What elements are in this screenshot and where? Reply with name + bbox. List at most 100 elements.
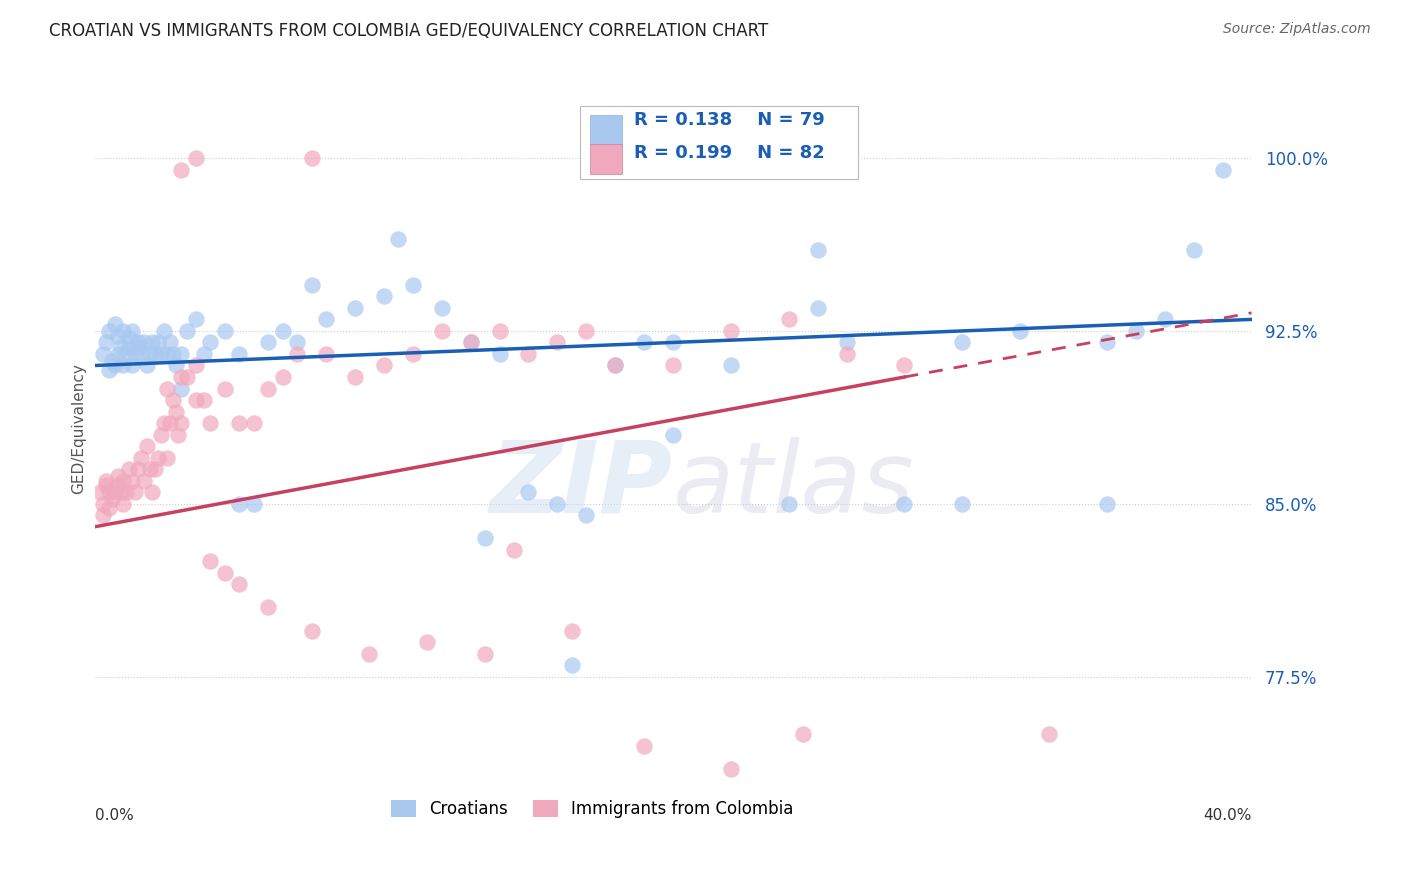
- Point: [132, 474, 155, 488]
- Point: [127, 462, 149, 476]
- Point: [271, 370, 294, 384]
- Point: [170, 370, 193, 384]
- Point: [228, 577, 250, 591]
- Point: [118, 331, 141, 345]
- Point: [156, 347, 179, 361]
- Point: [107, 469, 129, 483]
- Point: [257, 335, 280, 350]
- Point: [107, 478, 129, 492]
- Point: [315, 347, 337, 361]
- Point: [343, 301, 366, 315]
- Point: [112, 324, 135, 338]
- Point: [156, 382, 179, 396]
- Point: [121, 474, 143, 488]
- Point: [1212, 162, 1234, 177]
- Point: [121, 359, 143, 373]
- Point: [121, 324, 143, 338]
- Text: Source: ZipAtlas.com: Source: ZipAtlas.com: [1223, 22, 1371, 37]
- Point: [835, 347, 858, 361]
- Point: [98, 501, 121, 516]
- Point: [165, 404, 187, 418]
- Point: [104, 485, 127, 500]
- Text: 0.0%: 0.0%: [94, 808, 134, 823]
- Point: [546, 335, 568, 350]
- Point: [184, 359, 207, 373]
- Point: [778, 497, 800, 511]
- Point: [91, 508, 114, 523]
- Point: [561, 624, 583, 638]
- Point: [138, 462, 160, 476]
- Point: [98, 324, 121, 338]
- Point: [561, 658, 583, 673]
- Point: [402, 347, 425, 361]
- Legend: Croatians, Immigrants from Colombia: Croatians, Immigrants from Colombia: [384, 793, 800, 825]
- Point: [460, 335, 482, 350]
- Point: [200, 554, 222, 568]
- Point: [167, 427, 190, 442]
- Point: [1010, 324, 1032, 338]
- Point: [301, 151, 323, 165]
- Point: [807, 151, 830, 165]
- Text: CROATIAN VS IMMIGRANTS FROM COLOMBIA GED/EQUIVALENCY CORRELATION CHART: CROATIAN VS IMMIGRANTS FROM COLOMBIA GED…: [49, 22, 769, 40]
- Point: [150, 427, 173, 442]
- Point: [143, 347, 166, 361]
- Point: [98, 363, 121, 377]
- Point: [159, 335, 181, 350]
- Point: [165, 359, 187, 373]
- Point: [242, 497, 264, 511]
- Point: [184, 312, 207, 326]
- Point: [893, 359, 915, 373]
- Point: [159, 416, 181, 430]
- Text: R = 0.138    N = 79: R = 0.138 N = 79: [634, 112, 824, 129]
- Point: [301, 624, 323, 638]
- Point: [285, 347, 308, 361]
- Point: [950, 497, 973, 511]
- Point: [127, 340, 149, 354]
- Point: [200, 416, 222, 430]
- Point: [950, 335, 973, 350]
- Point: [156, 450, 179, 465]
- Point: [1095, 335, 1118, 350]
- Point: [662, 359, 685, 373]
- Point: [1125, 324, 1147, 338]
- Point: [271, 324, 294, 338]
- Point: [373, 359, 395, 373]
- Point: [575, 324, 598, 338]
- Point: [193, 393, 215, 408]
- Point: [118, 340, 141, 354]
- Point: [792, 727, 814, 741]
- Point: [176, 324, 198, 338]
- Point: [257, 600, 280, 615]
- Point: [135, 359, 157, 373]
- Point: [115, 485, 138, 500]
- Bar: [589, 145, 621, 174]
- Point: [112, 497, 135, 511]
- Point: [150, 347, 173, 361]
- Point: [488, 324, 510, 338]
- Point: [110, 485, 132, 500]
- Point: [124, 485, 146, 500]
- Point: [633, 739, 655, 753]
- Point: [98, 485, 121, 500]
- Point: [228, 497, 250, 511]
- Point: [112, 474, 135, 488]
- Point: [575, 508, 598, 523]
- Point: [315, 312, 337, 326]
- Point: [633, 335, 655, 350]
- Point: [517, 485, 540, 500]
- Point: [387, 232, 409, 246]
- Point: [835, 335, 858, 350]
- Point: [228, 347, 250, 361]
- Point: [214, 382, 236, 396]
- Point: [359, 647, 381, 661]
- Point: [242, 416, 264, 430]
- Point: [778, 312, 800, 326]
- Point: [373, 289, 395, 303]
- Point: [200, 335, 222, 350]
- Point: [104, 359, 127, 373]
- Point: [184, 151, 207, 165]
- Point: [170, 162, 193, 177]
- Point: [546, 497, 568, 511]
- Point: [214, 566, 236, 580]
- Point: [162, 393, 184, 408]
